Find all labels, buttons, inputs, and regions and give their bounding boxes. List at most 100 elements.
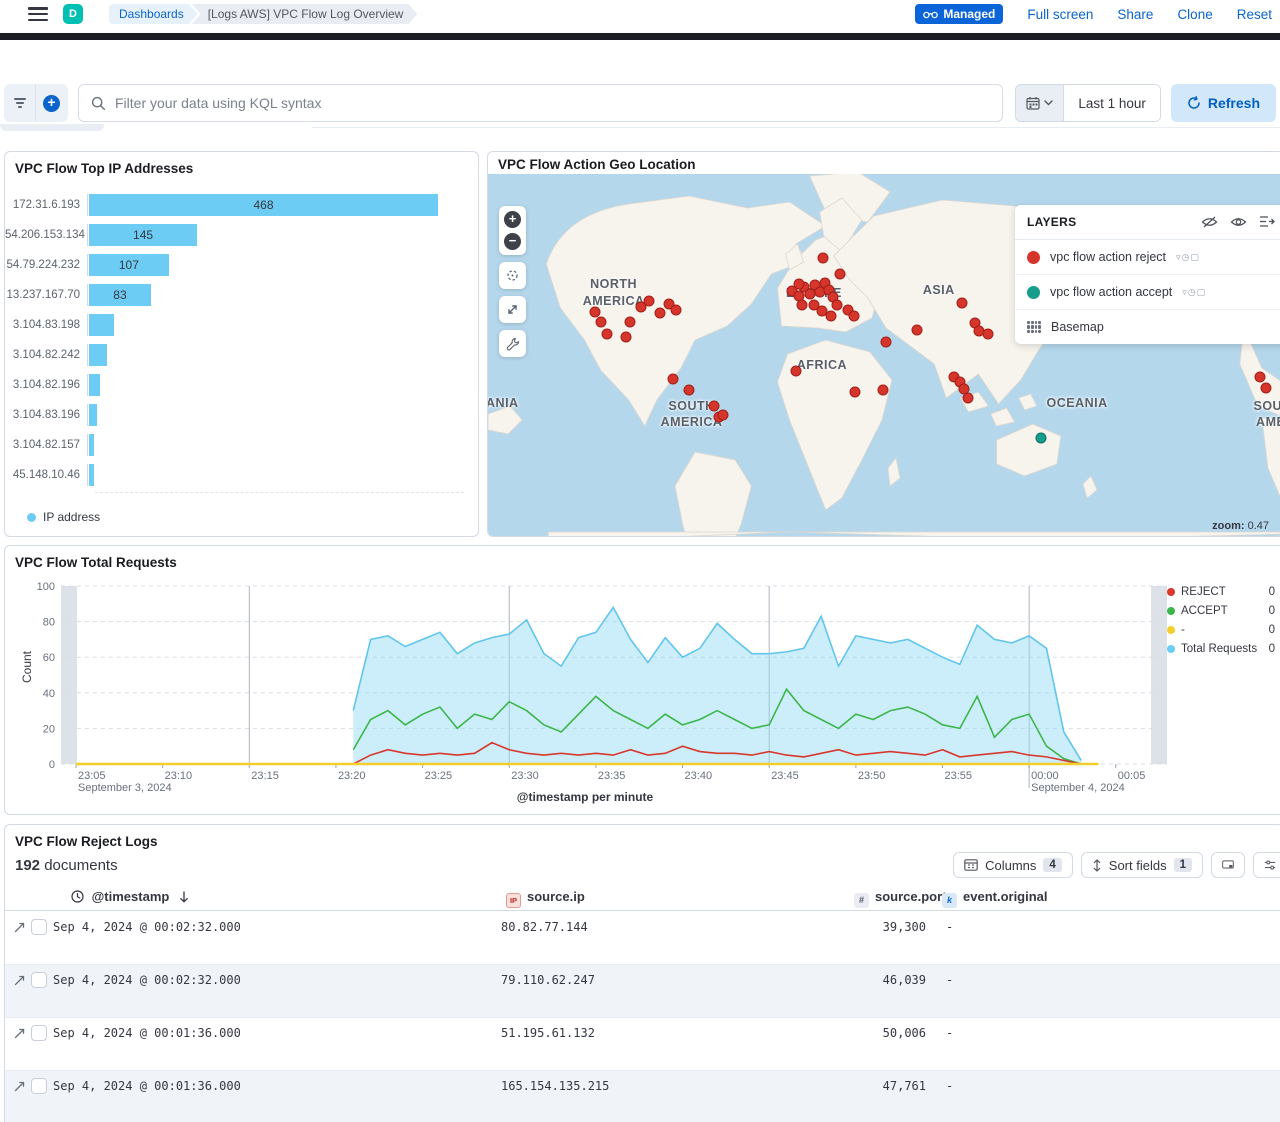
reject-point[interactable] bbox=[817, 252, 829, 264]
bar[interactable] bbox=[89, 374, 101, 396]
reject-point[interactable] bbox=[654, 307, 666, 319]
bar[interactable] bbox=[89, 194, 438, 216]
expand-row-icon[interactable] bbox=[13, 1080, 26, 1093]
reject-point[interactable] bbox=[667, 373, 679, 385]
reject-point[interactable] bbox=[601, 328, 613, 340]
bar-row[interactable]: 54.79.224.232 107 bbox=[5, 250, 478, 280]
reject-point[interactable] bbox=[956, 297, 968, 308]
reset-button[interactable]: Reset bbox=[1236, 6, 1272, 22]
row-checkbox[interactable] bbox=[31, 919, 47, 935]
kql-search-box[interactable] bbox=[78, 84, 1004, 122]
expand-row-icon[interactable] bbox=[13, 974, 26, 987]
accept-point[interactable] bbox=[1035, 432, 1047, 444]
reject-point[interactable] bbox=[663, 298, 675, 310]
reject-point[interactable] bbox=[796, 299, 808, 311]
reject-point[interactable] bbox=[620, 331, 632, 343]
bar-row[interactable]: 3.104.83.198 bbox=[5, 310, 478, 340]
bar[interactable] bbox=[89, 284, 151, 306]
bar[interactable] bbox=[89, 224, 198, 246]
bar-row[interactable]: 13.237.167.70 83 bbox=[5, 280, 478, 310]
map-tools-button[interactable] bbox=[499, 330, 526, 357]
layer-item-reject[interactable]: vpc flow action reject ▿◷▢ bbox=[1015, 240, 1280, 275]
legend-item[interactable]: - 0 bbox=[1167, 620, 1275, 639]
bar[interactable] bbox=[89, 344, 107, 366]
reject-point[interactable] bbox=[880, 336, 892, 348]
row-checkbox[interactable] bbox=[31, 972, 47, 988]
fit-to-data-button[interactable] bbox=[499, 296, 526, 323]
calendar-dropdown-button[interactable] bbox=[1016, 85, 1065, 121]
sort-fields-button[interactable]: Sort fields 1 bbox=[1080, 852, 1203, 878]
reject-point[interactable] bbox=[848, 310, 860, 322]
zoom-out-button[interactable]: − bbox=[504, 233, 521, 250]
reject-point[interactable] bbox=[849, 386, 861, 398]
column-header-event-original[interactable]: k event.original bbox=[942, 889, 1048, 908]
reject-point[interactable] bbox=[624, 316, 636, 328]
row-checkbox[interactable] bbox=[31, 1025, 47, 1041]
bar-row[interactable]: 3.104.82.242 bbox=[5, 340, 478, 370]
reject-point[interactable] bbox=[643, 295, 655, 307]
columns-button[interactable]: Columns 4 bbox=[953, 852, 1073, 878]
bar[interactable] bbox=[89, 404, 98, 426]
legend-item[interactable]: ACCEPT 0 bbox=[1167, 601, 1275, 620]
hide-all-layers-icon[interactable] bbox=[1201, 215, 1218, 229]
table-row[interactable]: Sep 4, 2024 @ 00:02:32.000 79.110.62.247… bbox=[5, 965, 1280, 1018]
share-button[interactable]: Share bbox=[1117, 6, 1154, 22]
layer-item-basemap[interactable]: Basemap bbox=[1015, 310, 1280, 344]
locate-button[interactable] bbox=[499, 262, 526, 289]
chart-legend[interactable]: IP address bbox=[27, 510, 100, 524]
zoom-in-button[interactable]: + bbox=[504, 211, 521, 228]
reject-point[interactable] bbox=[670, 304, 682, 316]
reject-point[interactable] bbox=[1254, 371, 1266, 383]
bar-row[interactable]: 54.206.153.134 145 bbox=[5, 220, 478, 250]
reject-point[interactable] bbox=[831, 299, 843, 311]
collapse-layers-icon[interactable] bbox=[1259, 215, 1275, 228]
managed-badge[interactable]: Managed bbox=[915, 4, 1004, 24]
bar[interactable] bbox=[89, 314, 114, 336]
filter-list-button[interactable] bbox=[4, 84, 36, 122]
time-series-chart[interactable]: 0 20 40 60 80 100 23:05 23:10 23:15 23:20 23:25 23:… bbox=[5, 574, 1175, 809]
reject-point[interactable] bbox=[683, 384, 695, 396]
inspect-button[interactable] bbox=[1253, 852, 1280, 878]
reject-point[interactable] bbox=[793, 278, 805, 290]
layer-item-accept[interactable]: vpc flow action accept ▿◷▢ bbox=[1015, 275, 1280, 310]
reject-point[interactable] bbox=[982, 328, 994, 340]
menu-icon[interactable] bbox=[28, 7, 48, 21]
column-header-timestamp[interactable]: @timestamp bbox=[71, 889, 189, 904]
reject-point[interactable] bbox=[595, 316, 607, 328]
table-row[interactable]: Sep 4, 2024 @ 00:01:36.000 51.195.61.132… bbox=[5, 1018, 1280, 1071]
reject-point[interactable] bbox=[589, 306, 601, 318]
world-map[interactable]: NORTHAMERICAEUROPEASIAAFRICASOUTHAMERICA… bbox=[488, 174, 1280, 536]
legend-item[interactable]: Total Requests 0 bbox=[1167, 639, 1275, 658]
reject-point[interactable] bbox=[911, 324, 923, 336]
reject-point[interactable] bbox=[708, 400, 720, 412]
reject-point[interactable] bbox=[825, 310, 837, 322]
reject-point[interactable] bbox=[962, 392, 974, 404]
add-filter-button[interactable]: + bbox=[36, 84, 67, 122]
reject-point[interactable] bbox=[1260, 382, 1272, 394]
reject-point[interactable] bbox=[635, 301, 647, 313]
bar[interactable] bbox=[89, 464, 95, 486]
clone-button[interactable]: Clone bbox=[1177, 6, 1213, 22]
space-avatar[interactable]: D bbox=[63, 4, 83, 24]
table-row[interactable]: Sep 4, 2024 @ 00:01:36.000 165.154.135.2… bbox=[5, 1071, 1280, 1122]
expand-row-icon[interactable] bbox=[13, 1027, 26, 1040]
row-checkbox[interactable] bbox=[31, 1078, 47, 1094]
bar[interactable] bbox=[89, 254, 169, 276]
full-screen-button[interactable]: Full screen bbox=[1027, 6, 1094, 22]
table-row[interactable]: Sep 4, 2024 @ 00:02:32.000 80.82.77.144 … bbox=[5, 912, 1280, 965]
bar-row[interactable]: 3.104.82.157 bbox=[5, 430, 478, 460]
refresh-button[interactable]: Refresh bbox=[1170, 84, 1276, 122]
expand-row-icon[interactable] bbox=[13, 921, 26, 934]
reject-point[interactable] bbox=[790, 365, 802, 377]
breadcrumb-dashboards[interactable]: Dashboards bbox=[109, 4, 198, 24]
column-header-source-ip[interactable]: IP source.ip bbox=[506, 889, 585, 908]
column-header-source-port[interactable]: # source.port bbox=[854, 889, 947, 908]
bar-row[interactable]: 172.31.6.193 468 bbox=[5, 190, 478, 220]
legend-item[interactable]: REJECT 0 bbox=[1167, 582, 1275, 601]
reject-point[interactable] bbox=[877, 384, 889, 396]
reject-point[interactable] bbox=[834, 268, 846, 280]
time-range-value[interactable]: Last 1 hour bbox=[1064, 85, 1160, 121]
bar-row[interactable]: 3.104.82.196 bbox=[5, 370, 478, 400]
show-all-layers-icon[interactable] bbox=[1230, 215, 1247, 229]
bar[interactable] bbox=[89, 434, 95, 456]
